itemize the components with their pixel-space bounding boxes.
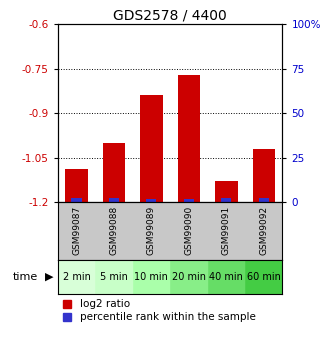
Bar: [221, 198, 231, 202]
Text: ▶: ▶: [45, 272, 53, 282]
Legend: log2 ratio, percentile rank within the sample: log2 ratio, percentile rank within the s…: [63, 299, 256, 323]
Bar: [72, 198, 82, 202]
Bar: [95, 202, 133, 260]
Text: GSM99090: GSM99090: [184, 206, 193, 255]
Bar: [178, 75, 200, 202]
Bar: [253, 149, 275, 202]
Bar: [58, 260, 95, 294]
Text: GSM99087: GSM99087: [72, 206, 81, 255]
Bar: [184, 199, 194, 202]
Bar: [215, 181, 238, 202]
Text: 5 min: 5 min: [100, 272, 128, 282]
Text: 10 min: 10 min: [134, 272, 168, 282]
Text: 20 min: 20 min: [172, 272, 206, 282]
Bar: [133, 260, 170, 294]
Bar: [146, 199, 156, 202]
Text: time: time: [13, 272, 38, 282]
Bar: [259, 198, 269, 202]
Bar: [95, 260, 133, 294]
Bar: [58, 202, 95, 260]
Bar: [245, 260, 282, 294]
Text: 2 min: 2 min: [63, 272, 91, 282]
Bar: [109, 198, 119, 202]
Bar: [208, 260, 245, 294]
Bar: [133, 202, 170, 260]
Title: GDS2578 / 4400: GDS2578 / 4400: [113, 9, 227, 23]
Text: GSM99092: GSM99092: [259, 206, 268, 255]
Bar: [65, 169, 88, 202]
Bar: [245, 202, 282, 260]
Text: 40 min: 40 min: [209, 272, 243, 282]
Text: 60 min: 60 min: [247, 272, 281, 282]
Bar: [170, 202, 208, 260]
Text: GSM99088: GSM99088: [109, 206, 118, 255]
Bar: [140, 95, 163, 202]
Text: GSM99091: GSM99091: [222, 206, 231, 255]
Bar: [208, 202, 245, 260]
Text: GSM99089: GSM99089: [147, 206, 156, 255]
Bar: [103, 143, 125, 202]
Bar: [170, 260, 208, 294]
